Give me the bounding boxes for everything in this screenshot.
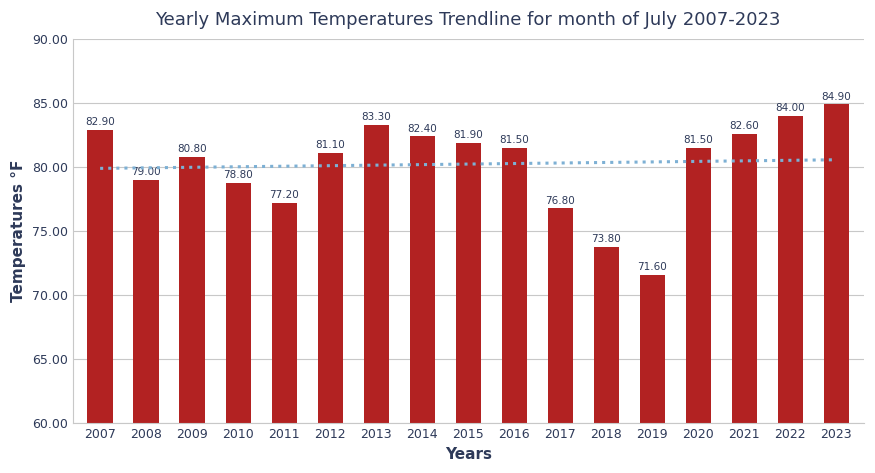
Bar: [732, 134, 757, 473]
Bar: [88, 130, 113, 473]
Bar: [134, 180, 158, 473]
Text: 81.10: 81.10: [315, 140, 345, 150]
Bar: [778, 116, 803, 473]
Y-axis label: Temperatures °F: Temperatures °F: [11, 160, 26, 302]
Text: 83.30: 83.30: [361, 112, 391, 123]
Bar: [271, 203, 297, 473]
Bar: [363, 125, 388, 473]
Text: 81.50: 81.50: [683, 135, 713, 145]
Bar: [456, 143, 481, 473]
Text: 78.80: 78.80: [223, 170, 253, 180]
Text: 73.80: 73.80: [592, 234, 621, 244]
Bar: [548, 208, 573, 473]
Text: 80.80: 80.80: [178, 144, 207, 154]
Bar: [501, 148, 527, 473]
Text: 82.60: 82.60: [730, 121, 760, 131]
Text: 77.20: 77.20: [270, 191, 299, 201]
Text: 82.40: 82.40: [408, 124, 438, 134]
Bar: [410, 136, 435, 473]
Text: 81.50: 81.50: [500, 135, 529, 145]
Text: 71.60: 71.60: [637, 262, 667, 272]
X-axis label: Years: Years: [444, 447, 492, 462]
Title: Yearly Maximum Temperatures Trendline for month of July 2007-2023: Yearly Maximum Temperatures Trendline fo…: [156, 11, 781, 29]
Bar: [823, 105, 849, 473]
Text: 76.80: 76.80: [545, 196, 575, 206]
Bar: [318, 153, 343, 473]
Text: 84.00: 84.00: [775, 103, 805, 114]
Text: 81.90: 81.90: [453, 130, 483, 140]
Bar: [686, 148, 710, 473]
Text: 82.90: 82.90: [85, 117, 115, 127]
Bar: [226, 183, 251, 473]
Bar: [640, 275, 665, 473]
Bar: [593, 246, 619, 473]
Text: 84.90: 84.90: [822, 92, 851, 102]
Text: 79.00: 79.00: [131, 167, 161, 177]
Bar: [179, 157, 205, 473]
